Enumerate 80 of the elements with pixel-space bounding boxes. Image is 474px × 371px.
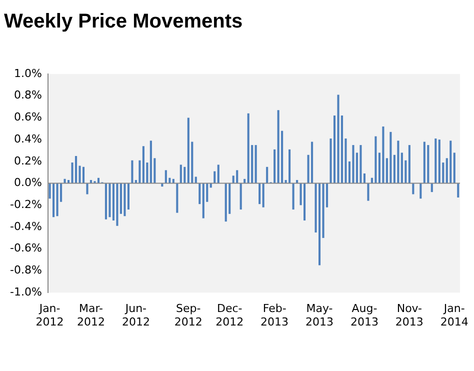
bar <box>247 113 250 184</box>
y-tick-label: -0.8% <box>10 264 42 277</box>
bar <box>56 183 58 216</box>
bar <box>450 140 452 184</box>
x-tick-label: Dec-2012 <box>216 302 244 328</box>
bar <box>360 145 362 184</box>
bar <box>127 183 130 210</box>
bar <box>180 164 182 184</box>
x-tick-label: Feb-2013 <box>260 302 289 328</box>
bar <box>224 183 227 222</box>
bar <box>408 145 410 184</box>
bar <box>438 140 440 184</box>
bar <box>266 166 268 184</box>
bar <box>150 140 152 184</box>
bar <box>104 183 108 220</box>
y-tick-label: 0.6% <box>14 110 42 124</box>
bar <box>131 160 134 184</box>
bar <box>420 183 422 199</box>
y-tick-label: 0.0% <box>14 176 42 190</box>
bar <box>310 142 314 184</box>
bar <box>367 183 370 201</box>
bar <box>236 170 238 184</box>
bar <box>374 136 377 184</box>
y-tick-label: 0.4% <box>14 132 42 146</box>
bar <box>397 140 400 184</box>
chart-title: Weekly Price Movements <box>4 10 243 33</box>
x-tick-label: Aug-2013 <box>350 302 378 328</box>
bar <box>176 183 178 213</box>
bar <box>142 146 144 184</box>
bar <box>194 176 197 184</box>
bar <box>337 94 340 184</box>
y-tick-label: 0.2% <box>14 154 42 168</box>
bar <box>240 183 242 210</box>
bar <box>423 142 426 184</box>
x-tick-label: May-2013 <box>306 302 334 328</box>
y-tick-label: 0.8% <box>14 88 42 102</box>
x-tick-label: Jan-2012 <box>36 302 64 328</box>
bar <box>292 183 294 210</box>
bar <box>138 160 141 184</box>
bar <box>124 183 126 216</box>
y-tick-label: -0.4% <box>10 220 42 233</box>
x-tick-label: Nov-2013 <box>395 302 424 328</box>
x-tick-label: Jun-2012 <box>122 302 150 328</box>
y-tick-label: -0.6% <box>10 242 42 255</box>
bar <box>116 183 118 226</box>
bar <box>400 152 403 184</box>
y-tick-label: 1.0% <box>14 66 42 80</box>
bar <box>274 149 276 184</box>
bar <box>164 170 167 184</box>
bar <box>82 166 85 184</box>
bar <box>184 166 186 184</box>
bar <box>258 183 261 204</box>
bar <box>304 183 306 220</box>
bar <box>74 156 78 184</box>
y-tick-label: -0.2% <box>10 198 42 212</box>
bar <box>198 183 201 204</box>
bar <box>64 178 66 184</box>
bar <box>434 138 437 184</box>
bar <box>254 145 257 184</box>
bar <box>202 183 204 218</box>
bar <box>86 183 88 194</box>
bar <box>457 183 460 198</box>
bar <box>318 183 321 266</box>
bar <box>427 145 430 184</box>
bar <box>262 183 264 208</box>
x-tick-label: Jan-2014 <box>440 302 468 328</box>
bar <box>390 132 392 184</box>
bar <box>352 145 354 184</box>
bar <box>288 149 291 184</box>
y-tick-label: -1.0% <box>10 285 42 298</box>
bar <box>52 183 55 218</box>
bar <box>277 110 280 184</box>
bar <box>382 126 384 184</box>
bar <box>108 183 111 218</box>
bar <box>214 171 216 184</box>
x-tick-label: Mar-2012 <box>76 302 105 328</box>
bar <box>453 152 456 184</box>
x-tick-label: Sep-2012 <box>174 302 202 328</box>
bar <box>187 118 190 184</box>
bar <box>217 164 220 184</box>
